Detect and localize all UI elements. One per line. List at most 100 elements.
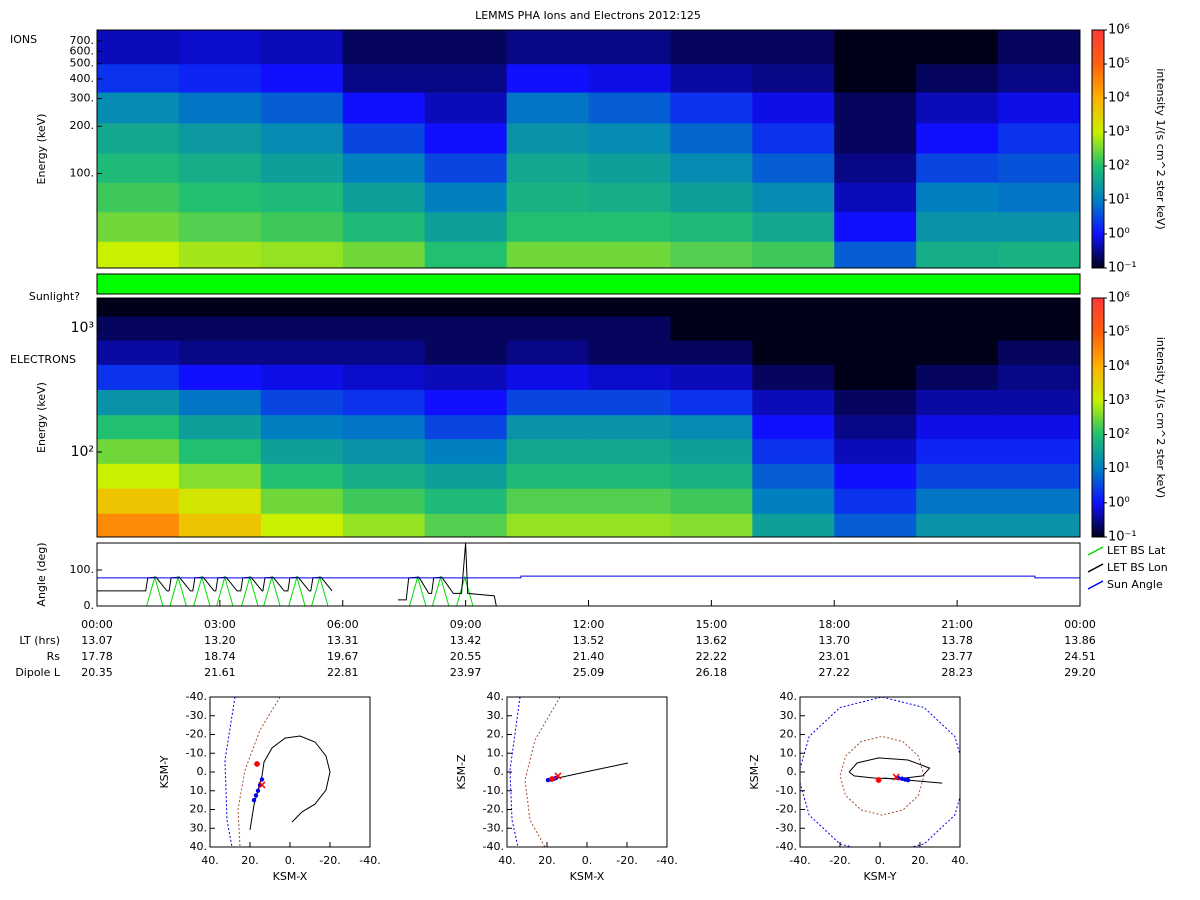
heatmap-cell: [424, 122, 508, 154]
heatmap-cell: [834, 316, 917, 341]
ephemeris-value: 13.62: [696, 634, 728, 647]
ephemeris-value: 19.67: [327, 650, 359, 663]
colorbar-tick-label: 10⁵: [1108, 57, 1130, 72]
heatmap-cell: [670, 438, 753, 464]
ephemeris-label: Rs: [47, 650, 61, 663]
heatmap-cell: [178, 488, 262, 514]
heatmap-cell: [97, 63, 180, 93]
y-tick-label: 200.: [70, 119, 95, 132]
colorbar-tick-label: 10⁰: [1108, 227, 1130, 242]
ephemeris-value: 17.78: [81, 650, 113, 663]
legend-swatch: [1087, 563, 1104, 573]
heatmap-cell: [588, 340, 671, 365]
heatmap-cell: [342, 122, 426, 154]
heatmap-cell: [834, 364, 917, 390]
y-axis-label: Angle (deg): [35, 542, 48, 606]
x-tick-label: 15:00: [696, 618, 728, 631]
heatmap-cell: [998, 241, 1081, 269]
heatmap-cell: [97, 92, 180, 124]
heatmap-cell: [916, 463, 999, 489]
y-tick-label: -30.: [483, 821, 504, 834]
heatmap-cell: [424, 389, 508, 416]
x-tick-label: 18:00: [818, 618, 850, 631]
heatmap-cell: [916, 316, 999, 341]
y-tick-label: 10.: [487, 746, 505, 759]
y-tick-label: -40.: [186, 690, 207, 703]
y-tick-label: -20.: [776, 803, 797, 816]
colorbar-tick-label: 10⁴: [1108, 91, 1130, 106]
heatmap-cell: [424, 316, 508, 341]
heatmap-cell: [916, 153, 999, 183]
heatmap-cell: [424, 340, 508, 365]
heatmap-cell: [916, 414, 999, 440]
x-tick-label: -40.: [789, 854, 810, 867]
heatmap-cell: [97, 122, 180, 154]
heatmap-cell: [752, 298, 835, 317]
heatmap-cell: [670, 241, 753, 269]
y-tick-label: 100.: [70, 166, 95, 179]
ephemeris-value: 23.77: [941, 650, 973, 663]
heatmap-cell: [97, 364, 180, 390]
x-tick-label: 03:00: [204, 618, 236, 631]
colorbar-label: intensity 1/(s cm^2 ster keV): [1154, 337, 1167, 498]
heatmap-cell: [260, 364, 344, 390]
heatmap-cell: [178, 30, 262, 65]
heatmap-cell: [424, 513, 508, 538]
heatmap-cell: [97, 211, 180, 242]
heatmap-cell: [97, 488, 180, 514]
heatmap-cell: [670, 122, 753, 154]
orbit-line: [509, 697, 521, 847]
y-tick-label: 500.: [70, 57, 95, 70]
heatmap-cell: [752, 364, 835, 390]
heatmap-cell: [506, 182, 589, 213]
orbit-marker: [892, 773, 900, 781]
heatmap-cell: [260, 153, 344, 183]
heatmap-cell: [670, 92, 753, 124]
orbit-line: [224, 697, 236, 847]
x-tick-label: 20.: [538, 854, 556, 867]
heatmap-cell: [752, 316, 835, 341]
ephemeris-value: 22.81: [327, 666, 359, 679]
heatmap-cell: [260, 30, 344, 65]
heatmap-cell: [342, 241, 426, 269]
heatmap-cell: [752, 30, 835, 65]
heatmap-cell: [670, 182, 753, 213]
heatmap-cell: [916, 182, 999, 213]
x-tick-label: 20.: [241, 854, 259, 867]
heatmap-cell: [670, 63, 753, 93]
heatmap-cell: [424, 182, 508, 213]
y-tick-label: 100.: [70, 563, 95, 576]
colorbar: [1091, 29, 1105, 269]
heatmap-cell: [97, 153, 180, 183]
y-axis-label: Energy (keV): [35, 382, 48, 453]
y-tick-label: -10.: [776, 784, 797, 797]
x-tick-label: 00:00: [1064, 618, 1096, 631]
orbit-plot: [224, 697, 331, 847]
heatmap-cell: [834, 211, 917, 242]
x-axis-label: KSM-X: [273, 870, 308, 883]
heatmap-cell: [178, 364, 262, 390]
heatmap-cell: [97, 316, 180, 341]
heatmap-cell: [916, 92, 999, 124]
heatmap-cell: [670, 153, 753, 183]
heatmap-cell: [506, 414, 589, 440]
orbit-point: [259, 777, 265, 782]
y-tick-label: 20.: [190, 803, 208, 816]
heatmap-cell: [424, 438, 508, 464]
heatmap-cell: [752, 488, 835, 514]
heatmap-cell: [588, 153, 671, 183]
heatmap-cell: [97, 463, 180, 489]
heatmap-cell: [834, 513, 917, 538]
heatmap-cell: [260, 182, 344, 213]
heatmap-cell: [998, 211, 1081, 242]
heatmap-cell: [424, 30, 508, 65]
colorbar-tick-label: 10²: [1108, 159, 1130, 174]
heatmap-cell: [752, 438, 835, 464]
heatmap-cell: [670, 513, 753, 538]
x-tick-label: 40.: [951, 854, 969, 867]
ephemeris-value: 25.09: [573, 666, 605, 679]
heatmap-cell: [506, 340, 589, 365]
heatmap-cell: [260, 241, 344, 269]
ephemeris-value: 13.07: [81, 634, 113, 647]
heatmap-cell: [998, 463, 1081, 489]
